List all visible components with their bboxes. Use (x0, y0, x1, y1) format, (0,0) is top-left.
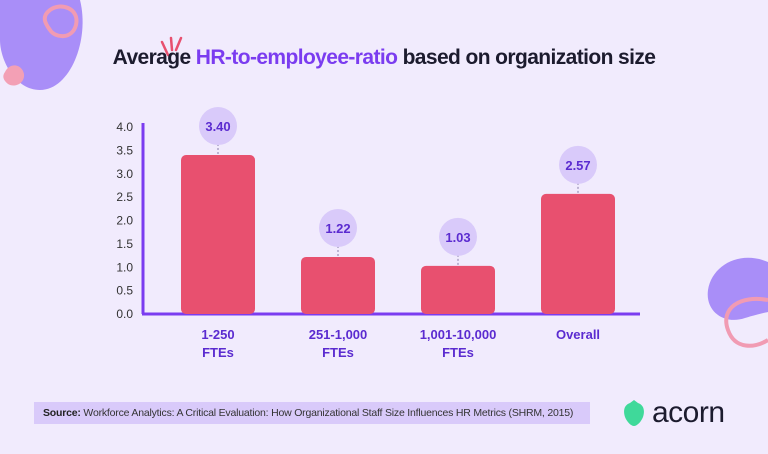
bar (181, 155, 255, 314)
data-label: 2.57 (565, 158, 590, 173)
bar (541, 193, 615, 314)
acorn-icon (624, 400, 644, 426)
x-tick-label: FTEs (322, 345, 354, 360)
data-label: 1.22 (325, 221, 350, 236)
y-tick-label: 2.0 (116, 214, 133, 228)
y-tick-label: 0.0 (116, 307, 133, 321)
y-tick-label: 1.0 (116, 260, 133, 274)
y-tick-label: 1.5 (116, 237, 133, 251)
x-tick-label: 1,001-10,000 (420, 327, 497, 342)
x-tick-label: Overall (556, 327, 600, 342)
data-label: 3.40 (205, 119, 230, 134)
decor-sparks (160, 36, 183, 57)
decor-blob-purple-right (707, 257, 768, 320)
source-text: Workforce Analytics: A Critical Evaluati… (80, 407, 574, 419)
source-label: Source: (43, 407, 81, 419)
data-label-bubble (199, 107, 237, 146)
x-tick-label: 251-1,000 (309, 327, 368, 342)
data-label-bubble (439, 217, 477, 256)
decor-blob-pink (3, 65, 25, 86)
x-tick-label: FTEs (442, 345, 474, 360)
x-tick-label: 1-250 (201, 327, 234, 342)
logo: acorn (622, 396, 725, 430)
data-label-bubble (559, 145, 597, 184)
bar (421, 265, 495, 314)
decor-ring-pink (42, 4, 79, 39)
y-tick-label: 2.5 (116, 190, 133, 204)
logo-text: acorn (652, 396, 725, 429)
decor-blob-purple (0, 0, 83, 90)
decorations (0, 0, 768, 348)
data-label: 1.03 (445, 230, 470, 245)
title-prefix: Average (112, 46, 196, 69)
title-suffix: based on organization size (397, 46, 656, 69)
x-tick-label: FTEs (202, 345, 234, 360)
y-tick-label: 3.5 (116, 143, 133, 157)
title-highlight: HR-to-employee-ratio (195, 46, 398, 69)
data-label-bubble (319, 208, 357, 247)
bar (301, 256, 375, 314)
page-title: Average HR-to-employee-ratio based on or… (0, 46, 768, 70)
y-tick-label: 0.5 (116, 284, 133, 298)
y-tick-label: 3.0 (116, 167, 133, 181)
decor-ring-pink-right (724, 296, 768, 348)
y-tick-label: 4.0 (116, 120, 133, 134)
source-note: Source: Workforce Analytics: A Critical … (34, 402, 590, 424)
